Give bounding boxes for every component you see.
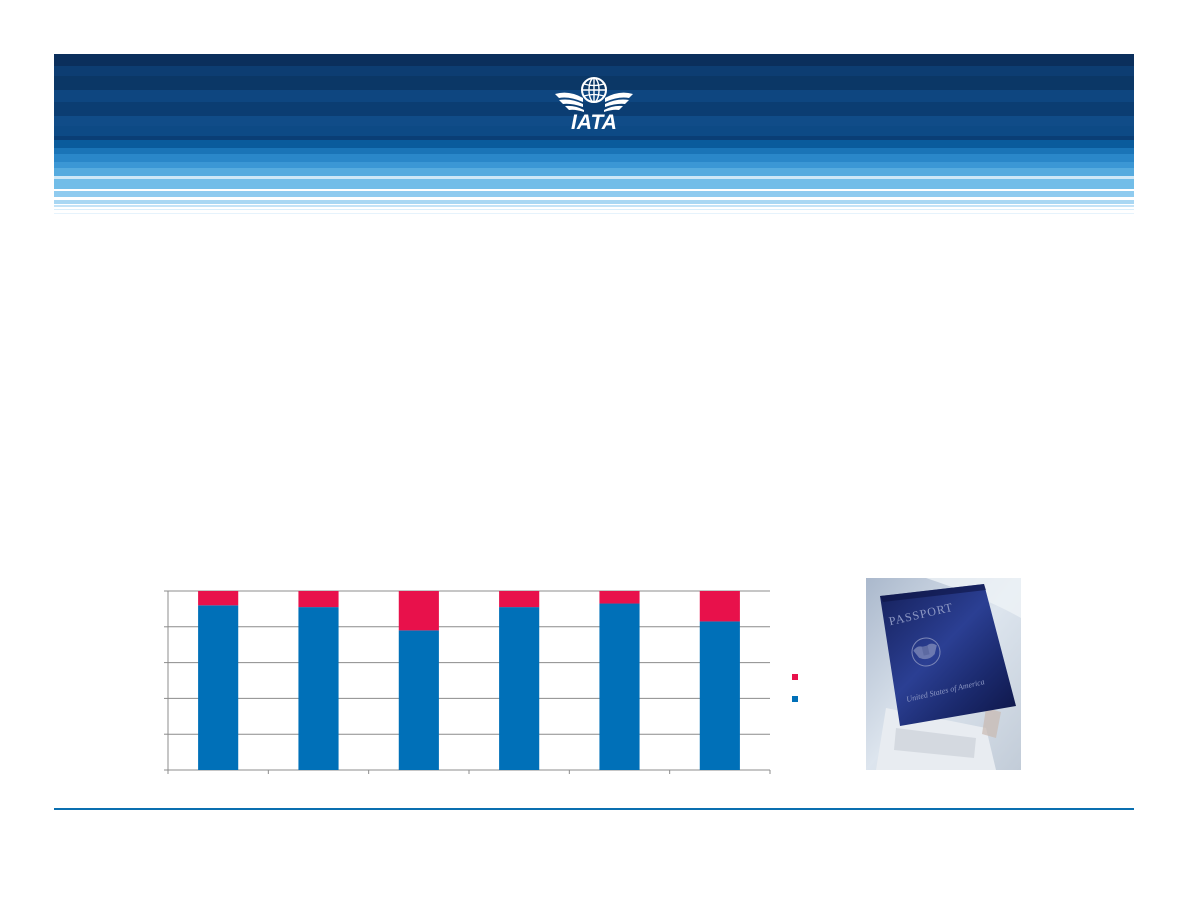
bar-series-2-category-3 (398, 591, 439, 631)
bar-series-2-category-6 (699, 591, 740, 622)
bar-series-2-category-5 (599, 591, 640, 604)
bar-series-1-category-2 (298, 607, 339, 770)
passport-photo: PASSPORT United States of America (866, 578, 1021, 770)
bar-series-1-category-4 (499, 607, 540, 770)
iata-globe-wings-icon: IATA (555, 77, 633, 134)
logo-text: IATA (571, 111, 617, 132)
bar-series-2-category-4 (499, 591, 540, 608)
chart-legend (792, 672, 802, 702)
legend-swatch-series-2 (792, 674, 798, 680)
bar-series-1-category-6 (699, 621, 740, 770)
bar-series-2-category-2 (298, 591, 339, 608)
iata-logo: IATA (553, 74, 635, 134)
bar-series-1-category-1 (198, 605, 239, 770)
bar-series-1-category-5 (599, 603, 640, 770)
legend-swatch-series-1 (792, 696, 798, 702)
stacked-bar-chart (164, 590, 771, 774)
footer-rule (54, 808, 1134, 810)
bar-series-2-category-1 (198, 591, 239, 606)
eagle-seal-icon (911, 637, 941, 667)
bar-series-1-category-3 (398, 630, 439, 770)
